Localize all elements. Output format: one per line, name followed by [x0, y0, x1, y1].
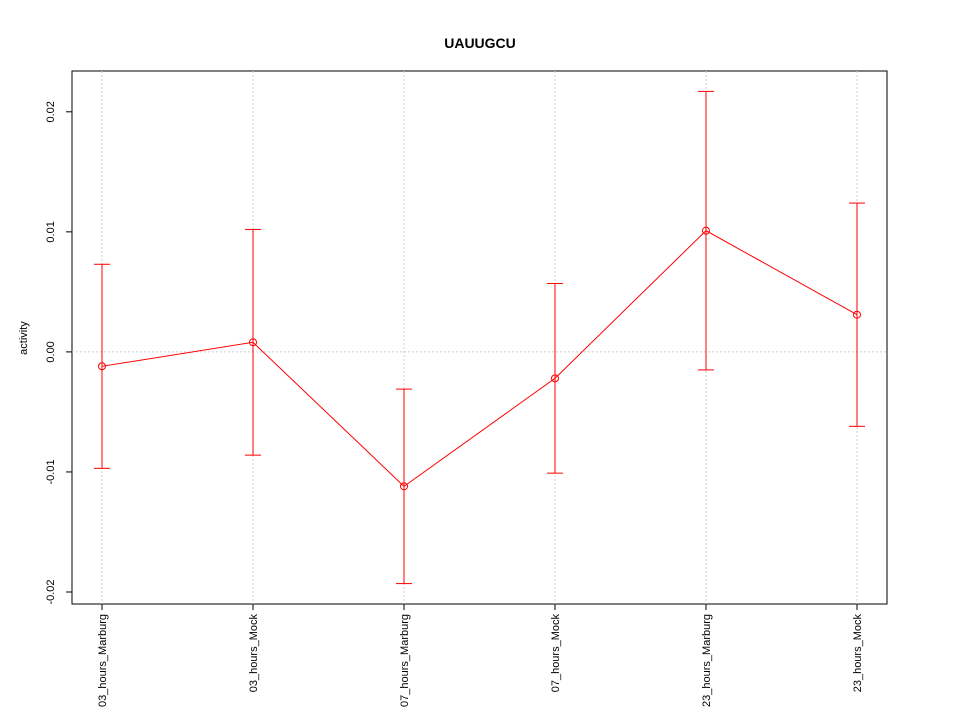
- y-tick-label: 0.01: [45, 221, 57, 242]
- point: [853, 310, 861, 319]
- plot-frame: [71, 70, 888, 605]
- x-tick-label: 03_hours_Marburg: [97, 614, 109, 707]
- series-line: [101, 230, 858, 488]
- y-axis-label: activity: [18, 321, 30, 355]
- y-tick-label: 0.00: [45, 341, 57, 362]
- y-tick-label: 0.02: [45, 101, 57, 122]
- chart-title: UAUUGCU: [444, 35, 516, 51]
- x-tick-label: 23_hours_Marburg: [701, 614, 713, 707]
- point: [249, 338, 257, 347]
- x-tick-label: 07_hours_Marburg: [399, 614, 411, 707]
- point: [551, 374, 559, 383]
- x-tick-label: 03_hours_Mock: [248, 614, 260, 693]
- x-tick-label: 23_hours_Mock: [852, 614, 864, 693]
- point: [702, 226, 710, 235]
- y-tick-label: -0.01: [45, 459, 57, 484]
- point: [400, 482, 408, 491]
- y-tick-label: -0.02: [45, 579, 57, 604]
- x-tick-label: 07_hours_Mock: [550, 614, 562, 693]
- point: [98, 362, 106, 371]
